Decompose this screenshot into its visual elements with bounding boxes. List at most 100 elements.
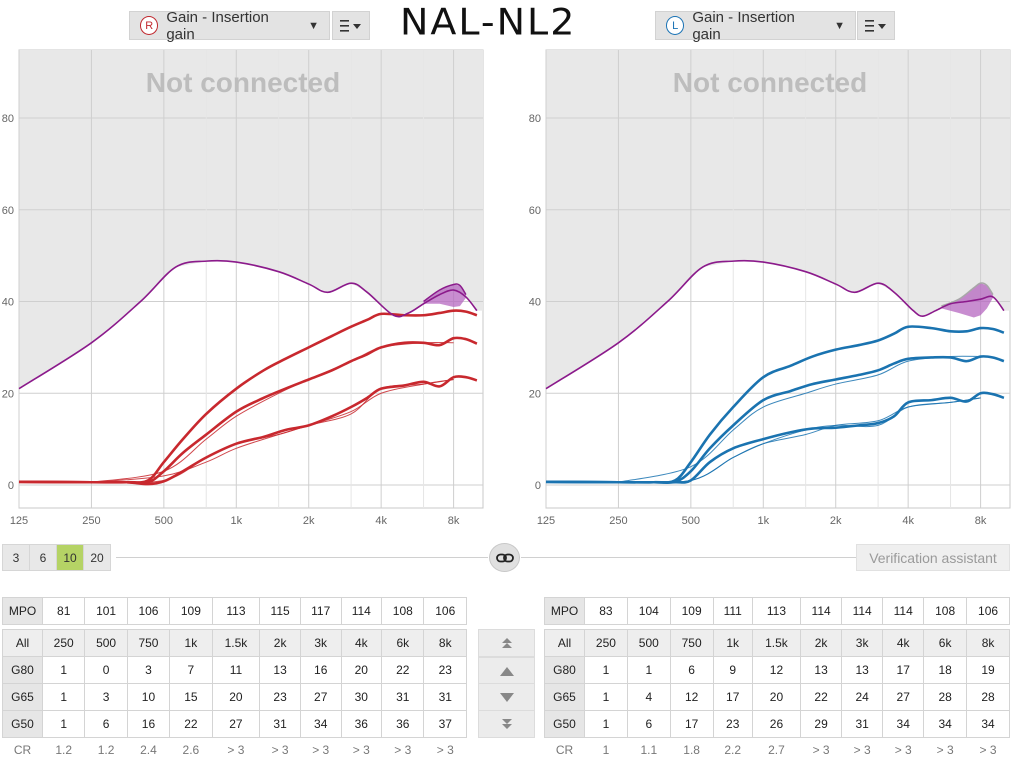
- frequency-header[interactable]: 3k: [299, 629, 342, 657]
- gain-cell[interactable]: 23: [712, 710, 753, 738]
- gain-cell[interactable]: 22: [169, 710, 213, 738]
- gain-cell[interactable]: 11: [211, 656, 261, 684]
- mpo-cell[interactable]: 114: [800, 597, 843, 625]
- frequency-header[interactable]: 3k: [841, 629, 884, 657]
- gain-cell[interactable]: 34: [966, 710, 1010, 738]
- gain-cell[interactable]: 22: [800, 683, 843, 711]
- gain-cell[interactable]: 1: [584, 656, 628, 684]
- gain-cell[interactable]: 28: [923, 683, 968, 711]
- gain-cell[interactable]: 26: [751, 710, 802, 738]
- mpo-cell[interactable]: 109: [669, 597, 714, 625]
- frequency-header[interactable]: 750: [669, 629, 714, 657]
- gain-cell[interactable]: 31: [423, 683, 467, 711]
- frequency-header[interactable]: 1.5k: [751, 629, 802, 657]
- mpo-cell[interactable]: 115: [259, 597, 301, 625]
- frequency-header[interactable]: 1.5k: [211, 629, 261, 657]
- gain-cell[interactable]: 34: [299, 710, 342, 738]
- gain-cell[interactable]: 20: [751, 683, 802, 711]
- gain-cell[interactable]: 15: [169, 683, 213, 711]
- gain-cell[interactable]: 13: [841, 656, 884, 684]
- frequency-header[interactable]: 250: [41, 629, 86, 657]
- gain-cell[interactable]: 17: [712, 683, 753, 711]
- mpo-cell[interactable]: 106: [126, 597, 171, 625]
- gain-cell[interactable]: 24: [841, 683, 884, 711]
- all-frequencies-label[interactable]: All: [2, 629, 43, 657]
- mpo-cell[interactable]: 109: [169, 597, 213, 625]
- gain-cell[interactable]: 30: [340, 683, 383, 711]
- gain-cell[interactable]: 20: [211, 683, 261, 711]
- all-frequencies-label[interactable]: All: [544, 629, 585, 657]
- gain-cell[interactable]: 31: [381, 683, 425, 711]
- mpo-cell[interactable]: 114: [340, 597, 383, 625]
- frequency-header[interactable]: 6k: [381, 629, 425, 657]
- frequency-header[interactable]: 750: [126, 629, 171, 657]
- gain-cell[interactable]: 6: [84, 710, 128, 738]
- gain-cell[interactable]: 0: [84, 656, 128, 684]
- right-graph-menu-button[interactable]: [332, 11, 370, 40]
- gain-cell[interactable]: 34: [882, 710, 925, 738]
- gain-cell[interactable]: 3: [84, 683, 128, 711]
- gain-cell[interactable]: 12: [669, 683, 714, 711]
- frequency-header[interactable]: 6k: [923, 629, 968, 657]
- mpo-cell[interactable]: 106: [423, 597, 467, 625]
- gain-cell[interactable]: 31: [841, 710, 884, 738]
- gain-cell[interactable]: 1: [41, 710, 86, 738]
- nudge-down-large-button[interactable]: [478, 710, 535, 738]
- frequency-header[interactable]: 250: [584, 629, 628, 657]
- mpo-cell[interactable]: 111: [712, 597, 753, 625]
- frequency-header[interactable]: 8k: [966, 629, 1010, 657]
- gain-cell[interactable]: 6: [626, 710, 671, 738]
- mpo-cell[interactable]: 104: [626, 597, 671, 625]
- mpo-cell[interactable]: 108: [923, 597, 968, 625]
- frequency-header[interactable]: 1k: [712, 629, 753, 657]
- gain-cell[interactable]: 29: [800, 710, 843, 738]
- nudge-up-large-button[interactable]: [478, 629, 535, 657]
- scale-button-3[interactable]: 3: [2, 544, 30, 571]
- frequency-header[interactable]: 1k: [169, 629, 213, 657]
- gain-cell[interactable]: 10: [126, 683, 171, 711]
- gain-cell[interactable]: 23: [259, 683, 301, 711]
- mpo-cell[interactable]: 114: [841, 597, 884, 625]
- mpo-cell[interactable]: 113: [211, 597, 261, 625]
- frequency-header[interactable]: 8k: [423, 629, 467, 657]
- gain-cell[interactable]: 4: [626, 683, 671, 711]
- gain-cell[interactable]: 27: [299, 683, 342, 711]
- frequency-header[interactable]: 2k: [259, 629, 301, 657]
- link-ears-button[interactable]: [489, 543, 520, 572]
- gain-cell[interactable]: 13: [259, 656, 301, 684]
- gain-cell[interactable]: 36: [340, 710, 383, 738]
- scale-button-10[interactable]: 10: [56, 544, 84, 571]
- gain-cell[interactable]: 13: [800, 656, 843, 684]
- gain-cell[interactable]: 31: [259, 710, 301, 738]
- mpo-cell[interactable]: 108: [381, 597, 425, 625]
- left-ear-graph-selector[interactable]: L Gain - Insertion gain ▼: [655, 9, 856, 43]
- gain-cell[interactable]: 1: [41, 683, 86, 711]
- gain-cell[interactable]: 18: [923, 656, 968, 684]
- gain-cell[interactable]: 17: [882, 656, 925, 684]
- gain-cell[interactable]: 3: [126, 656, 171, 684]
- scale-button-6[interactable]: 6: [29, 544, 57, 571]
- gain-cell[interactable]: 28: [966, 683, 1010, 711]
- gain-cell[interactable]: 36: [381, 710, 425, 738]
- gain-cell[interactable]: 27: [211, 710, 261, 738]
- gain-cell[interactable]: 6: [669, 656, 714, 684]
- frequency-header[interactable]: 4k: [340, 629, 383, 657]
- gain-cell[interactable]: 22: [381, 656, 425, 684]
- gain-cell[interactable]: 12: [751, 656, 802, 684]
- mpo-cell[interactable]: 113: [751, 597, 802, 625]
- gain-cell[interactable]: 9: [712, 656, 753, 684]
- mpo-cell[interactable]: 114: [882, 597, 925, 625]
- gain-cell[interactable]: 1: [41, 656, 86, 684]
- mpo-cell[interactable]: 117: [299, 597, 342, 625]
- gain-cell[interactable]: 27: [882, 683, 925, 711]
- gain-cell[interactable]: 1: [626, 656, 671, 684]
- gain-cell[interactable]: 17: [669, 710, 714, 738]
- mpo-cell[interactable]: 101: [84, 597, 128, 625]
- gain-cell[interactable]: 20: [340, 656, 383, 684]
- gain-cell[interactable]: 7: [169, 656, 213, 684]
- nudge-up-button[interactable]: [478, 657, 535, 685]
- frequency-header[interactable]: 2k: [800, 629, 843, 657]
- right-ear-graph-selector[interactable]: R Gain - Insertion gain ▼: [129, 9, 330, 43]
- gain-cell[interactable]: 37: [423, 710, 467, 738]
- gain-cell[interactable]: 1: [584, 683, 628, 711]
